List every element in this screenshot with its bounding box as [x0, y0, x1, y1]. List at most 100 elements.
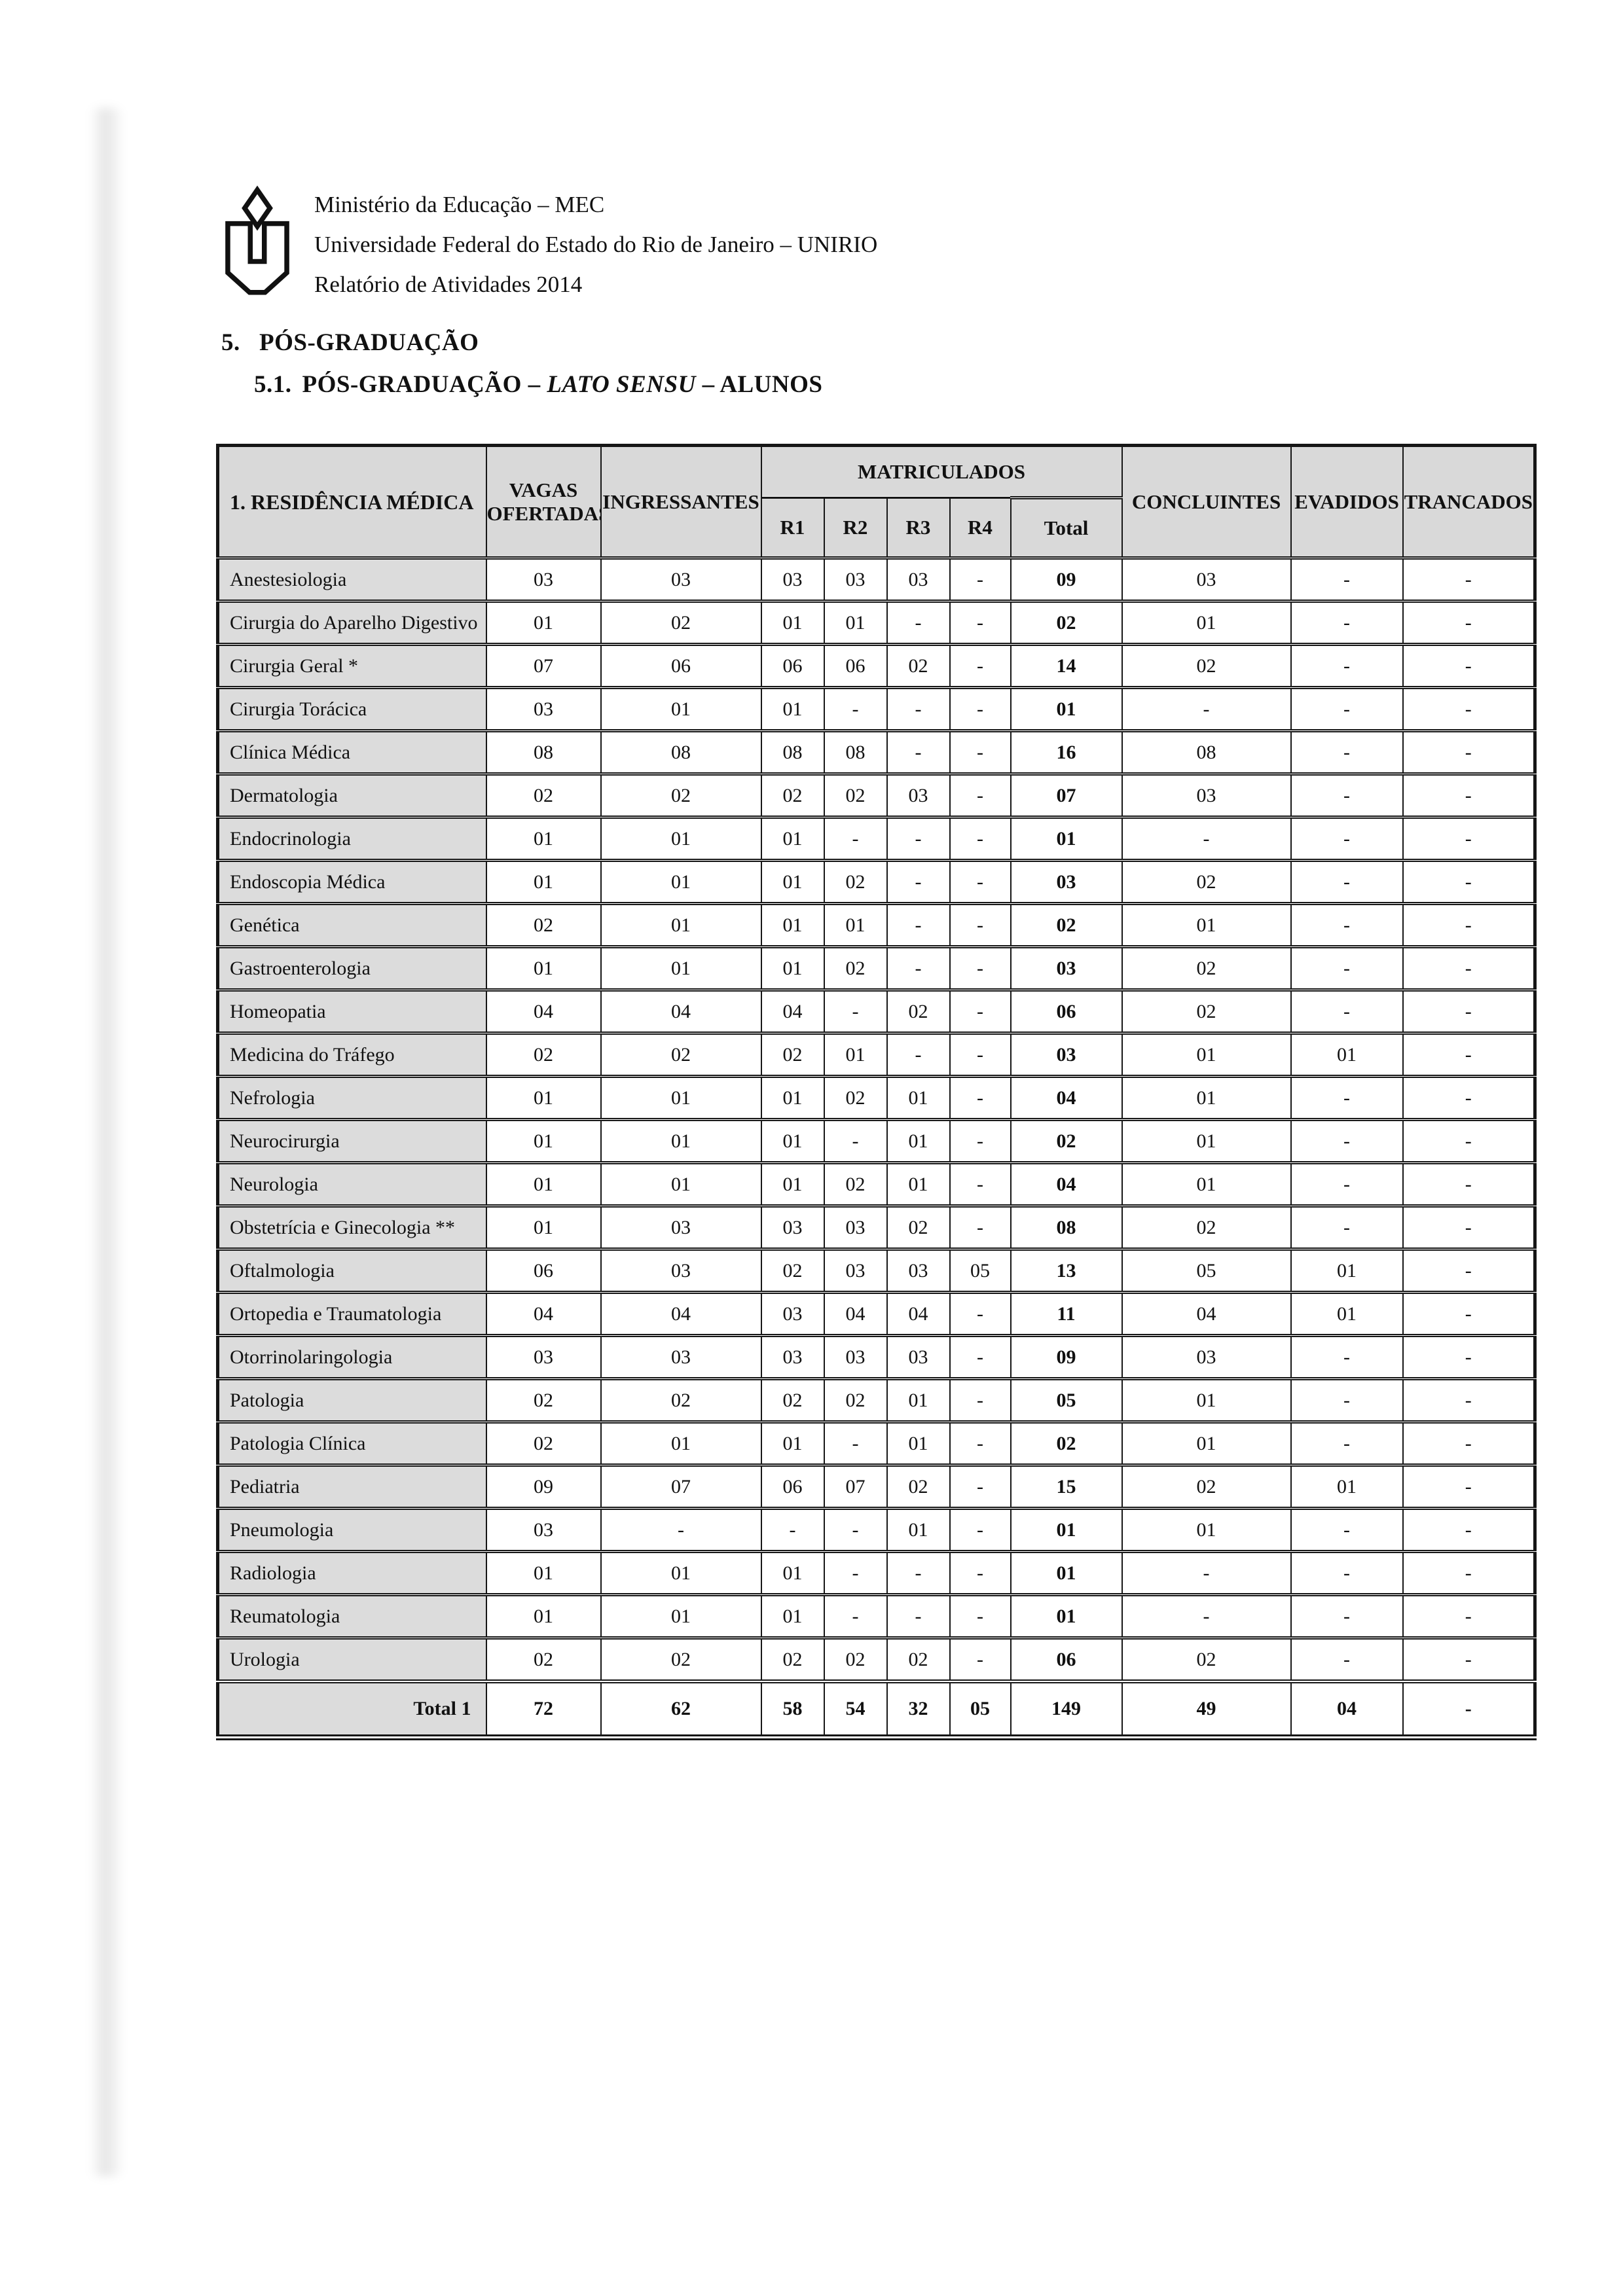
row-value: 49	[1121, 1679, 1292, 1740]
row-value: -	[1290, 1161, 1404, 1208]
row-value: -	[1290, 859, 1404, 905]
row-value: 03	[600, 1247, 762, 1294]
scan-shadow	[90, 108, 122, 2176]
row-value: 01	[1121, 1075, 1292, 1121]
row-value: 02	[485, 1420, 602, 1467]
row-value: -	[1121, 1550, 1292, 1596]
row-value: 14	[1010, 643, 1123, 689]
table-row: Patologia 02 02 02 02 01-05 01- -	[217, 1377, 1536, 1424]
row-value: 03	[823, 556, 888, 603]
row-value: 04	[760, 988, 825, 1035]
document-header: Ministério da Educação – MEC Universidad…	[219, 182, 877, 312]
row-value: -	[949, 1507, 1012, 1553]
row-value: 01	[1121, 1377, 1292, 1424]
row-value: 02	[485, 1377, 602, 1424]
residencia-medica-table: 1. RESIDÊNCIA MÉDICA VAGAS OFERTADAS ING…	[216, 444, 1537, 1740]
row-value: -	[1290, 643, 1404, 689]
row-value: -	[949, 1204, 1012, 1251]
row-label: Patologia Clínica	[217, 1420, 487, 1467]
row-value: -	[1290, 1593, 1404, 1640]
row-value: 01	[760, 859, 825, 905]
row-value: 05	[949, 1247, 1012, 1294]
table-row: Pediatria 09 07 06 07 02-15 02 01-	[217, 1463, 1536, 1510]
row-value: 01	[886, 1118, 951, 1164]
row-label: Cirurgia Torácica	[217, 686, 487, 732]
row-value: 06	[1010, 1636, 1123, 1683]
row-value: 01	[1121, 600, 1292, 646]
header-text-block: Ministério da Educação – MEC Universidad…	[314, 182, 877, 304]
row-label: Neurologia	[217, 1161, 487, 1208]
row-value: 02	[1010, 902, 1123, 948]
row-value: 02	[760, 1636, 825, 1683]
row-value: 01	[1290, 1031, 1404, 1078]
row-value: -	[1121, 686, 1292, 732]
row-value: -	[949, 1118, 1012, 1164]
row-value: 15	[1010, 1463, 1123, 1510]
row-value: -	[1290, 1075, 1404, 1121]
row-value: 08	[1121, 729, 1292, 776]
row-label: Oftalmologia	[217, 1247, 487, 1294]
table-row: Homeopatia 04 04 04-02-06 02- -	[217, 988, 1536, 1035]
row-value: -	[1402, 1031, 1536, 1078]
row-value: 01	[760, 1075, 825, 1121]
table-total-row: Total 1 72 62 58 54 32 05 149 49 04-	[217, 1679, 1536, 1740]
row-value: -	[1402, 1550, 1536, 1596]
table-row: Endocrinologia 01 01 01- - -01- - -	[217, 816, 1536, 862]
table-row: Endoscopia Médica 01 01 01 02- -03 02- -	[217, 859, 1536, 905]
row-value: 01	[600, 945, 762, 992]
row-value: 01	[760, 1420, 825, 1467]
row-label: Ortopedia e Traumatologia	[217, 1291, 487, 1337]
row-value: 02	[886, 643, 951, 689]
row-value: 01	[485, 945, 602, 992]
row-value: 02	[1121, 988, 1292, 1035]
row-value: -	[949, 1075, 1012, 1121]
row-value: -	[949, 1593, 1012, 1640]
row-value: -	[1402, 1636, 1536, 1683]
table-row: Medicina do Tráfego 02 02 02 01- -03 01 01-	[217, 1031, 1536, 1078]
row-value: -	[949, 1420, 1012, 1467]
row-value: 03	[1121, 1334, 1292, 1380]
col-header-r1: R1	[760, 497, 825, 558]
row-value: 01	[600, 859, 762, 905]
row-value: 01	[600, 1593, 762, 1640]
table-row: Reumatologia 01 01 01- - -01- - -	[217, 1593, 1536, 1640]
row-value: -	[949, 772, 1012, 819]
row-value: 01	[760, 1550, 825, 1596]
row-value: 04	[600, 988, 762, 1035]
subsection-title-suffix: – ALUNOS	[695, 371, 823, 398]
row-value: 02	[1121, 643, 1292, 689]
row-value: 01	[1010, 1593, 1123, 1640]
row-value: 01	[886, 1161, 951, 1208]
row-value: -	[886, 816, 951, 862]
row-value: 01	[600, 816, 762, 862]
row-value: -	[1402, 686, 1536, 732]
row-value: 58	[760, 1679, 825, 1740]
row-value: 02	[760, 772, 825, 819]
row-value: 01	[1121, 902, 1292, 948]
row-value: 01	[485, 1204, 602, 1251]
row-value: -	[760, 1507, 825, 1553]
subsection-number: 5.1.	[254, 371, 292, 398]
row-value: 03	[1010, 945, 1123, 992]
col-header-r3: R3	[886, 497, 951, 558]
row-value: -	[1290, 988, 1404, 1035]
row-value: 08	[760, 729, 825, 776]
row-value: 01	[600, 902, 762, 948]
row-value: 03	[485, 1334, 602, 1380]
row-value: -	[1290, 556, 1404, 603]
row-value: 05	[1010, 1377, 1123, 1424]
row-value: 01	[886, 1075, 951, 1121]
row-value: 01	[760, 945, 825, 992]
row-value: -	[1402, 1291, 1536, 1337]
row-value: 08	[1010, 1204, 1123, 1251]
row-value: 02	[485, 902, 602, 948]
row-value: 01	[600, 1420, 762, 1467]
row-value: 01	[1121, 1161, 1292, 1208]
table-row: Neurologia 01 01 01 02 01-04 01- -	[217, 1161, 1536, 1208]
row-value: 03	[600, 1204, 762, 1251]
row-value: 02	[600, 1636, 762, 1683]
row-label: Cirurgia do Aparelho Digestivo	[217, 600, 487, 646]
row-value: 09	[485, 1463, 602, 1510]
row-label: Cirurgia Geral *	[217, 643, 487, 689]
row-value: -	[949, 1291, 1012, 1337]
